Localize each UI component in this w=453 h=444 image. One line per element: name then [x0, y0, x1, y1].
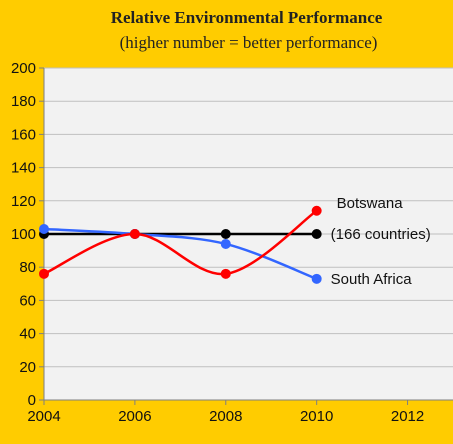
- data-point-south-africa: [220, 238, 231, 249]
- data-point-166-countries: [220, 229, 231, 239]
- x-tick-label: 2010: [300, 408, 333, 425]
- x-tick-label: 2012: [391, 408, 424, 425]
- series-line-botswana: [43, 209, 318, 276]
- y-tick-label: 140: [11, 160, 36, 177]
- data-point-south-africa: [311, 273, 322, 284]
- series-label-166-countries: (166 countries): [331, 226, 431, 243]
- data-point-166-countries: [311, 229, 322, 239]
- y-tick-label: 60: [19, 292, 36, 309]
- y-tick-label: 20: [19, 359, 36, 376]
- series-label-south-africa: South Africa: [331, 271, 413, 288]
- x-tick-label: 2006: [118, 408, 151, 425]
- data-point-botswana: [311, 205, 322, 216]
- y-tick-label: 200: [11, 60, 36, 77]
- data-point-botswana: [39, 268, 49, 279]
- chart-title: Relative Environmental Performance: [110, 8, 383, 27]
- data-point-botswana: [220, 268, 231, 279]
- data-point-botswana: [129, 229, 140, 239]
- chart-subtitle: (higher number = better performance): [119, 33, 378, 52]
- y-tick-label: 80: [19, 259, 36, 276]
- x-tick-label: 2004: [27, 408, 60, 425]
- y-tick-label: 180: [11, 93, 36, 110]
- series-label-botswana: Botswana: [337, 195, 404, 212]
- x-tick-label: 2008: [209, 408, 242, 425]
- data-point-south-africa: [39, 224, 49, 235]
- y-tick-label: 0: [28, 392, 36, 409]
- y-tick-label: 120: [11, 193, 36, 210]
- y-tick-label: 160: [11, 126, 36, 143]
- y-tick-label: 40: [19, 326, 36, 343]
- series-line-south-africa: [43, 227, 318, 280]
- y-tick-label: 100: [11, 226, 36, 243]
